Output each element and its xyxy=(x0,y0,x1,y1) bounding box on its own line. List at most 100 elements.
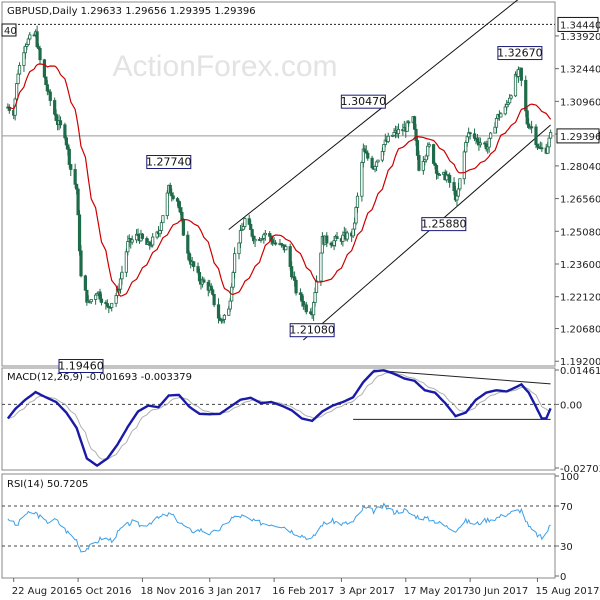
candle xyxy=(181,218,186,237)
candle-body xyxy=(126,241,130,253)
macd-y-tick-label: -0.027031 xyxy=(560,464,600,475)
macd-y-tick-label: 0.014614 xyxy=(560,366,600,377)
x-tick-label: 3 Jan 2017 xyxy=(208,586,262,597)
candle-body xyxy=(494,118,499,128)
candle-body xyxy=(168,184,172,194)
candle-body xyxy=(448,174,452,183)
candle-body xyxy=(273,242,278,245)
rsi-plot: 100 70 30 0 xyxy=(2,472,579,583)
candle xyxy=(462,149,466,185)
candle xyxy=(434,163,439,180)
candle xyxy=(417,150,421,172)
candle-body xyxy=(366,152,370,159)
rsi-y-tick-label: 70 xyxy=(560,502,573,513)
candle-body xyxy=(412,116,417,130)
candle-body xyxy=(73,169,77,185)
x-tick-label: 3 Apr 2017 xyxy=(339,586,394,597)
candle-body xyxy=(499,113,503,118)
annotation-label: 1.19460 xyxy=(58,359,104,372)
candle-body xyxy=(161,215,165,224)
candle xyxy=(314,275,319,294)
candle-body xyxy=(158,230,162,235)
candle xyxy=(351,228,355,239)
candle-body xyxy=(89,299,93,303)
candle-body xyxy=(509,95,513,99)
candle-body xyxy=(110,302,114,308)
candle xyxy=(42,58,47,79)
candle-body xyxy=(48,91,52,101)
candle xyxy=(509,94,513,100)
candle xyxy=(448,172,452,188)
candle-body xyxy=(417,155,421,171)
annotation-label: 1.27740 xyxy=(146,156,192,169)
candle xyxy=(44,76,48,86)
annotation-box xyxy=(289,323,335,338)
rsi-y-tick-label: 30 xyxy=(560,542,573,553)
candle xyxy=(487,137,491,153)
candle xyxy=(484,140,488,152)
candle xyxy=(294,278,298,296)
price-y-tick-label: 1.20680 xyxy=(560,325,600,336)
candle-body xyxy=(197,271,202,282)
annotation-box xyxy=(146,155,192,170)
candle xyxy=(366,150,370,161)
candle-body xyxy=(178,207,183,213)
candle xyxy=(83,274,87,291)
candle-body xyxy=(228,300,232,310)
candle-body xyxy=(249,223,253,230)
candle xyxy=(325,232,329,248)
candle-body xyxy=(434,165,439,174)
candle-body xyxy=(63,124,67,139)
candle xyxy=(17,62,22,76)
candle-body xyxy=(192,261,196,267)
candle xyxy=(209,283,213,291)
current-price-label: 1.29396 xyxy=(560,132,600,143)
macd-y-tick-label: 0.00 xyxy=(560,400,582,411)
macd-line xyxy=(6,369,552,468)
candle-body xyxy=(212,293,216,306)
candle-body xyxy=(427,144,431,147)
macd-trendline-falling xyxy=(373,369,551,385)
candle xyxy=(243,216,247,229)
candle-body xyxy=(186,234,190,254)
candle-body xyxy=(304,304,308,313)
candle-body xyxy=(23,45,28,54)
candle-body xyxy=(424,155,428,161)
candle xyxy=(458,178,462,192)
candle-body xyxy=(79,250,83,277)
rsi-y-tick-label: 0 xyxy=(560,572,566,583)
candle xyxy=(48,89,52,107)
resistance-label: 1.34440 xyxy=(560,20,600,31)
candle-body xyxy=(547,137,551,148)
candle xyxy=(120,265,124,285)
candle-body xyxy=(171,195,175,199)
candle-body xyxy=(177,200,181,209)
candle-body xyxy=(421,161,425,171)
candle xyxy=(38,45,42,65)
candle-body xyxy=(464,142,468,153)
current-price-box xyxy=(556,128,600,144)
price-annotations: 1.19460 1.27740 1.21080 1.30470 1.25880 1.326… xyxy=(58,46,543,373)
x-tick-label: 17 May 2017 xyxy=(404,586,469,597)
candle xyxy=(319,252,323,286)
price-panel-frame xyxy=(1,1,556,367)
candle-body xyxy=(345,232,349,240)
candle-body xyxy=(75,183,79,190)
candle xyxy=(99,294,104,306)
candle-body xyxy=(16,73,20,84)
candle-body xyxy=(386,135,390,142)
candle-body xyxy=(292,276,297,281)
candle xyxy=(540,142,544,152)
candle xyxy=(168,182,172,194)
x-tick-label: 15 Aug 2017 xyxy=(535,586,599,597)
candle xyxy=(489,131,493,140)
rsi-y-tick-label: 100 xyxy=(560,472,579,483)
x-tick-label: 18 Nov 2016 xyxy=(140,586,204,597)
candle xyxy=(212,293,216,308)
sma-line xyxy=(7,63,552,297)
candle xyxy=(355,192,360,213)
candle-body xyxy=(374,161,379,167)
candle xyxy=(222,313,226,324)
candle-body xyxy=(66,144,70,150)
candle-body xyxy=(288,246,292,267)
